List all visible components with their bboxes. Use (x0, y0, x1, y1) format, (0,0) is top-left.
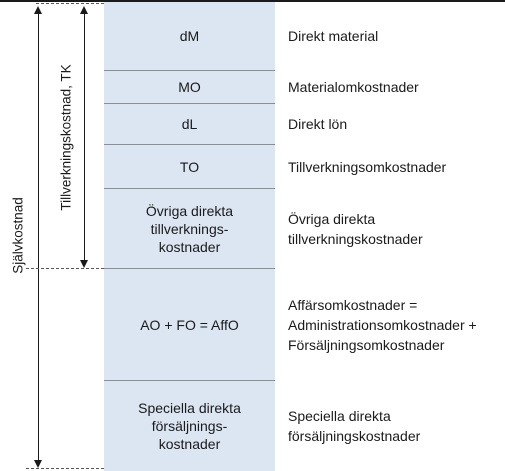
cost-cell-ovriga: Övriga direkta tillverknings- kostnader (145, 202, 234, 255)
separator (104, 268, 275, 269)
cost-cell-speciella: Speciella direkta försäljnings- kostnade… (138, 400, 241, 452)
desc-direkt-material: Direkt material (288, 28, 379, 44)
desc-materialomkostnader: Materialomkostnader (288, 79, 419, 95)
desc-tillverkningsomkostnader: Tillverkningsomkostnader (288, 158, 447, 175)
desc-affarsomkostnader: Affärsomkostnader = Administrationsomkos… (288, 296, 477, 353)
desc-ovriga-direkta: Övriga direkta tillverkningskostnader (288, 210, 423, 247)
inner-bracket-label: Tillverkningskostnad, TK (58, 64, 74, 211)
inner-bracket-line (84, 13, 85, 261)
cost-cell-dl: dL (181, 116, 198, 132)
inner-bracket-arrow-up (80, 6, 88, 14)
separator (104, 70, 275, 71)
outer-bracket-arrow-up (34, 6, 42, 14)
outer-bracket-arrow-down (34, 460, 42, 468)
cost-cell-dm: dM (179, 28, 200, 44)
separator (104, 144, 275, 145)
cost-cell-mo: MO (178, 79, 201, 95)
inner-bracket-arrow-down (80, 260, 88, 268)
cost-column: dM MO dL TO Övriga direkta tillverknings… (104, 2, 275, 471)
dashed-guide-bottom (26, 468, 104, 469)
desc-speciella-direkta: Speciella direkta försäljningskostnader (288, 408, 421, 444)
desc-direkt-lon: Direkt lön (288, 116, 348, 132)
dashed-guide-middle (26, 268, 104, 269)
dashed-guide-top (36, 3, 104, 4)
separator (104, 188, 275, 189)
separator (104, 103, 275, 104)
separator (104, 380, 275, 381)
cost-cell-to: TO (179, 158, 200, 175)
cost-cell-affo: AO + FO = AffO (140, 316, 239, 333)
outer-bracket-line (38, 13, 39, 461)
outer-bracket-label: Självkostnad (10, 197, 26, 274)
top-rule (0, 0, 505, 2)
